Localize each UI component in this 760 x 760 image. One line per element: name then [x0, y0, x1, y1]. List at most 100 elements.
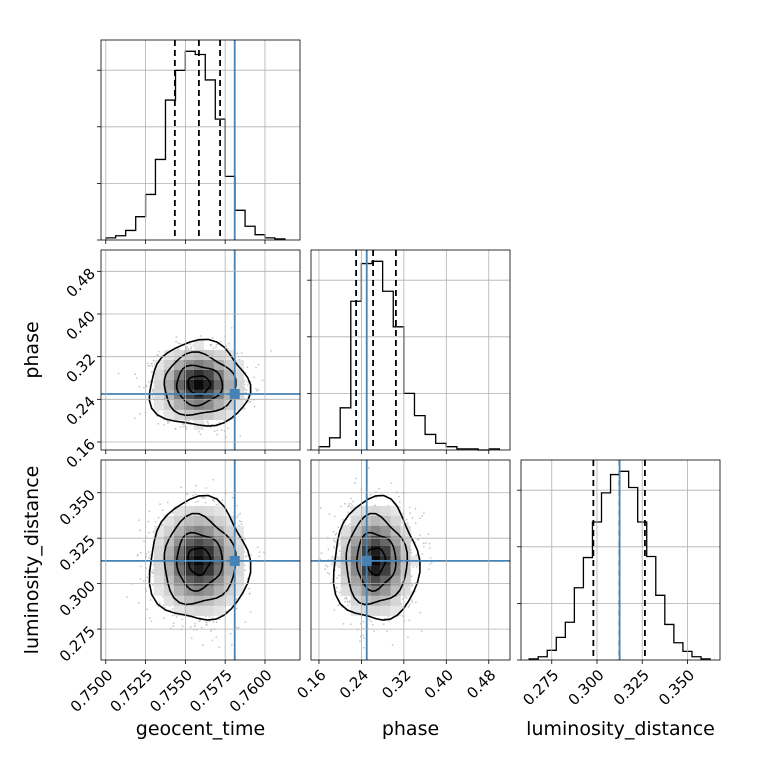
scatter-geocent_time-vs-luminosity_distance-sample — [181, 618, 184, 621]
scatter-geocent_time-vs-phase-sample — [143, 386, 145, 389]
scatter-geocent_time-vs-luminosity_distance-sample — [172, 625, 175, 628]
scatter-geocent_time-vs-luminosity_distance-sample — [161, 524, 164, 526]
scatter-geocent_time-vs-phase-sample — [151, 388, 154, 391]
scatter-geocent_time-vs-luminosity_distance-sample — [237, 626, 240, 629]
scatter-geocent_time-vs-luminosity_distance-sample — [239, 512, 242, 515]
scatter-geocent_time-vs-phase-sample — [220, 429, 223, 431]
scatter-geocent_time-vs-phase-density-cell — [203, 369, 214, 380]
hist-phase — [307, 250, 510, 451]
scatter-geocent_time-vs-luminosity_distance-sample — [171, 614, 174, 617]
scatter-geocent_time-vs-luminosity_distance-sample — [149, 554, 152, 556]
scatter-geocent_time-vs-phase-sample — [168, 421, 171, 423]
scatter-geocent_time-vs-luminosity_distance-sample — [200, 626, 203, 629]
scatter-geocent_time-vs-luminosity_distance-sample — [166, 501, 169, 504]
scatter-geocent_time-vs-luminosity_distance-sample — [258, 555, 261, 558]
scatter-geocent_time-vs-phase-sample — [243, 380, 246, 382]
scatter-geocent_time-vs-phase-sample — [244, 383, 246, 386]
scatter-geocent_time-vs-luminosity_distance-sample — [126, 596, 128, 598]
scatter-geocent_time-vs-phase-sample — [249, 400, 252, 403]
scatter-geocent_time-vs-phase-sample — [182, 425, 185, 428]
scatter-geocent_time-vs-phase-sample — [255, 387, 257, 390]
scatter-geocent_time-vs-luminosity_distance-sample — [137, 602, 140, 604]
scatter-geocent_time-vs-phase-sample — [181, 423, 184, 425]
scatter-geocent_time-vs-phase-sample — [187, 420, 190, 422]
scatter-geocent_time-vs-phase-sample — [175, 340, 178, 343]
scatter-geocent_time-vs-phase-sample — [209, 426, 212, 429]
scatter-geocent_time-vs-luminosity_distance-sample — [171, 608, 174, 610]
scatter-geocent_time-vs-phase-sample — [189, 343, 192, 345]
scatter-geocent_time-vs-luminosity_distance-sample — [154, 520, 157, 523]
scatter-geocent_time-vs-phase-sample — [213, 430, 216, 432]
scatter-geocent_time-vs-luminosity_distance-sample — [243, 564, 246, 566]
scatter-geocent_time-vs-phase-sample — [166, 422, 169, 424]
scatter-geocent_time-vs-phase-sample — [212, 347, 215, 350]
scatter-geocent_time-vs-phase-sample — [157, 422, 160, 425]
scatter-geocent_time-vs-luminosity_distance-density-cell — [153, 545, 164, 556]
scatter-geocent_time-vs-luminosity_distance-sample — [150, 620, 153, 623]
scatter-geocent_time-vs-phase-sample — [177, 342, 180, 344]
scatter-geocent_time-vs-luminosity_distance-sample — [146, 576, 149, 579]
scatter-geocent_time-vs-phase-sample — [216, 433, 219, 436]
scatter-geocent_time-vs-luminosity_distance-sample — [172, 512, 175, 514]
scatter-geocent_time-vs-luminosity_distance-sample — [194, 622, 196, 625]
scatter-geocent_time-vs-phase-sample — [241, 352, 243, 354]
scatter-geocent_time-vs-luminosity_distance-sample — [205, 487, 208, 489]
scatter-geocent_time-vs-phase-sample — [135, 377, 138, 379]
scatter-geocent_time-vs-luminosity_distance-sample — [258, 551, 261, 553]
scatter-geocent_time-vs-phase-sample — [190, 346, 193, 348]
scatter-geocent_time-vs-phase-density-cell — [153, 399, 164, 410]
scatter-geocent_time-vs-luminosity_distance-density-cell — [153, 585, 164, 596]
scatter-geocent_time-vs-luminosity_distance-sample — [211, 616, 214, 619]
scatter-geocent_time-vs-luminosity_distance-sample — [211, 498, 214, 501]
scatter-geocent_time-vs-phase-sample — [246, 384, 249, 387]
scatter-geocent_time-vs-phase-sample — [215, 346, 217, 348]
scatter-geocent_time-vs-phase-sample — [185, 419, 188, 422]
scatter-geocent_time-vs-phase-sample — [185, 348, 188, 350]
scatter-geocent_time-vs-phase-density-cell — [193, 369, 204, 380]
scatter-geocent_time-vs-luminosity_distance-sample — [235, 607, 238, 610]
scatter-geocent_time-vs-phase-sample — [117, 372, 120, 375]
scatter-geocent_time-vs-luminosity_distance-sample — [157, 516, 160, 519]
scatter-geocent_time-vs-luminosity_distance-sample — [244, 621, 247, 623]
scatter-geocent_time-vs-luminosity_distance-sample — [198, 620, 201, 623]
scatter-geocent_time-vs-luminosity_distance-sample — [149, 599, 152, 601]
scatter-geocent_time-vs-luminosity_distance — [101, 460, 300, 660]
scatter-geocent_time-vs-luminosity_distance-sample — [206, 623, 208, 626]
scatter-geocent_time-vs-luminosity_distance-sample — [161, 509, 164, 512]
scatter-geocent_time-vs-luminosity_distance-sample — [181, 625, 184, 628]
scatter-geocent_time-vs-phase-sample — [151, 390, 154, 392]
scatter-geocent_time-vs-phase-sample — [148, 364, 151, 367]
scatter-geocent_time-vs-phase-density-cell — [153, 369, 164, 380]
scatter-geocent_time-vs-luminosity_distance-sample — [159, 503, 161, 505]
scatter-geocent_time-vs-luminosity_distance-sample — [148, 531, 150, 534]
scatter-geocent_time-vs-luminosity_distance-sample — [218, 618, 221, 621]
scatter-geocent_time-vs-phase-sample — [239, 434, 242, 437]
scatter-geocent_time-vs-luminosity_distance-sample — [159, 602, 161, 605]
scatter-geocent_time-vs-luminosity_distance-sample — [249, 611, 252, 613]
scatter-geocent_time-vs-luminosity_distance-sample — [229, 632, 232, 635]
scatter-geocent_time-vs-phase-sample — [227, 348, 229, 350]
scatter-geocent_time-vs-luminosity_distance-sample — [143, 540, 145, 543]
scatter-geocent_time-vs-luminosity_distance-density-cell — [153, 565, 164, 576]
scatter-geocent_time-vs-luminosity_distance-sample — [235, 598, 238, 601]
scatter-geocent_time-vs-phase-sample — [256, 389, 258, 392]
scatter-geocent_time-vs-phase-sample — [151, 396, 154, 398]
scatter-geocent_time-vs-phase-sample — [175, 336, 178, 339]
scatter-geocent_time-vs-phase-sample — [179, 426, 182, 428]
scatter-geocent_time-vs-phase-sample — [179, 342, 182, 345]
scatter-geocent_time-vs-luminosity_distance-sample — [212, 621, 215, 623]
scatter-geocent_time-vs-luminosity_distance-sample — [148, 510, 151, 513]
scatter-geocent_time-vs-phase-sample — [261, 379, 264, 382]
scatter-geocent_time-vs-luminosity_distance-sample — [236, 504, 239, 507]
scatter-geocent_time-vs-phase-sample — [211, 337, 214, 339]
scatter-geocent_time-vs-luminosity_distance-sample — [148, 556, 151, 559]
scatter-geocent_time-vs-luminosity_distance-sample — [186, 493, 189, 496]
scatter-geocent_time-vs-luminosity_distance-sample — [237, 514, 240, 516]
scatter-geocent_time-vs-phase-density-cell — [173, 379, 184, 390]
scatter-geocent_time-vs-phase-sample — [150, 371, 153, 374]
scatter-geocent_time-vs-phase-sample — [257, 389, 260, 391]
scatter-geocent_time-vs-phase-sample — [157, 350, 160, 353]
scatter-geocent_time-vs-luminosity_distance-sample — [192, 494, 194, 497]
scatter-geocent_time-vs-phase-sample — [166, 420, 169, 422]
